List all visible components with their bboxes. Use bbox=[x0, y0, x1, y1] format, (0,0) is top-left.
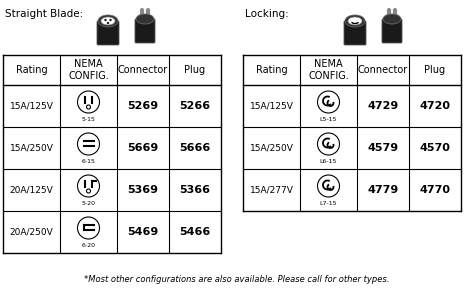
Text: 6-20: 6-20 bbox=[82, 243, 95, 248]
Text: L5-15: L5-15 bbox=[320, 117, 337, 122]
Circle shape bbox=[317, 133, 340, 155]
Text: Locking:: Locking: bbox=[245, 9, 289, 19]
Ellipse shape bbox=[348, 17, 362, 25]
Text: Plug: Plug bbox=[425, 65, 446, 75]
Circle shape bbox=[109, 19, 112, 21]
Circle shape bbox=[86, 105, 91, 109]
FancyBboxPatch shape bbox=[344, 21, 366, 45]
Text: 6-15: 6-15 bbox=[82, 159, 95, 164]
Text: 5466: 5466 bbox=[180, 227, 210, 237]
Text: Straight Blade:: Straight Blade: bbox=[5, 9, 83, 19]
Text: 20A/250V: 20A/250V bbox=[10, 228, 53, 237]
Ellipse shape bbox=[345, 15, 365, 27]
Text: 15A/125V: 15A/125V bbox=[10, 102, 53, 111]
Circle shape bbox=[77, 175, 99, 197]
Circle shape bbox=[77, 91, 99, 113]
Text: 5266: 5266 bbox=[180, 101, 210, 111]
Text: 20A/125V: 20A/125V bbox=[10, 185, 53, 194]
Text: L6-15: L6-15 bbox=[320, 159, 337, 164]
Ellipse shape bbox=[101, 17, 115, 25]
FancyBboxPatch shape bbox=[135, 19, 155, 43]
Text: *Most other configurations are also available. Please call for other types.: *Most other configurations are also avai… bbox=[85, 274, 389, 283]
Text: 15A/250V: 15A/250V bbox=[249, 143, 294, 152]
Text: 5-15: 5-15 bbox=[82, 117, 95, 122]
Text: 5269: 5269 bbox=[127, 101, 159, 111]
Circle shape bbox=[104, 19, 107, 21]
Circle shape bbox=[317, 91, 340, 113]
Text: NEMA
CONFIG.: NEMA CONFIG. bbox=[308, 59, 349, 81]
Text: L7-15: L7-15 bbox=[320, 201, 337, 206]
Text: 4720: 4720 bbox=[419, 101, 450, 111]
Text: NEMA
CONFIG.: NEMA CONFIG. bbox=[68, 59, 109, 81]
Text: 4779: 4779 bbox=[367, 185, 399, 195]
Text: 4770: 4770 bbox=[419, 185, 450, 195]
Ellipse shape bbox=[383, 14, 401, 24]
Circle shape bbox=[77, 133, 99, 155]
Text: 5666: 5666 bbox=[180, 143, 210, 153]
Text: 5469: 5469 bbox=[127, 227, 159, 237]
Text: 15A/250V: 15A/250V bbox=[10, 143, 53, 152]
Circle shape bbox=[86, 189, 91, 193]
Text: 4579: 4579 bbox=[368, 143, 399, 153]
Text: 5369: 5369 bbox=[127, 185, 159, 195]
Text: 5-20: 5-20 bbox=[82, 201, 95, 206]
Text: 5669: 5669 bbox=[127, 143, 159, 153]
Ellipse shape bbox=[136, 14, 154, 24]
Circle shape bbox=[107, 22, 109, 24]
Text: Plug: Plug bbox=[184, 65, 206, 75]
Text: Rating: Rating bbox=[16, 65, 48, 75]
FancyBboxPatch shape bbox=[382, 19, 402, 43]
Text: Rating: Rating bbox=[256, 65, 287, 75]
Text: 4729: 4729 bbox=[367, 101, 399, 111]
Circle shape bbox=[77, 217, 99, 239]
Text: 5366: 5366 bbox=[180, 185, 210, 195]
FancyBboxPatch shape bbox=[97, 21, 119, 45]
Ellipse shape bbox=[98, 15, 118, 27]
Text: 4570: 4570 bbox=[419, 143, 450, 153]
Circle shape bbox=[317, 175, 340, 197]
Text: 15A/277V: 15A/277V bbox=[249, 185, 294, 194]
Text: Connector: Connector bbox=[358, 65, 408, 75]
Text: Connector: Connector bbox=[118, 65, 168, 75]
Text: 15A/125V: 15A/125V bbox=[249, 102, 294, 111]
